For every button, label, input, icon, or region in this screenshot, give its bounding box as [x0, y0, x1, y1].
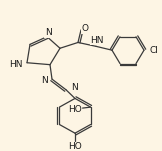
Text: HN: HN [90, 36, 104, 45]
Text: HO: HO [68, 142, 82, 151]
Text: HN: HN [10, 60, 23, 69]
Text: O: O [81, 24, 88, 34]
Text: N: N [41, 76, 48, 85]
Text: Cl: Cl [149, 46, 158, 55]
Text: HO: HO [68, 104, 81, 114]
Text: N: N [45, 28, 51, 37]
Text: N: N [71, 83, 78, 92]
